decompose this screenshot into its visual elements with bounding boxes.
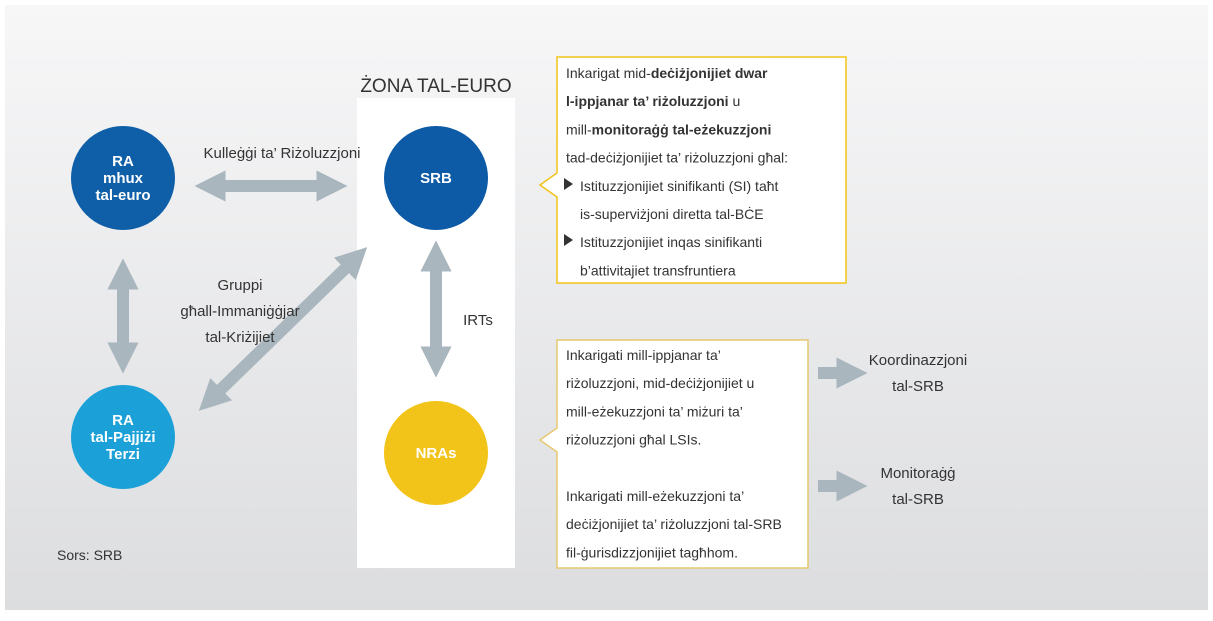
text-run: Inkarigat mid- [566,65,651,81]
callout-text: riżoluzzjoni, mid-deċiżjonijiet u [566,375,754,391]
text-run: mill- [566,121,592,137]
callout-box [538,339,809,569]
callout-text: mill-monitoraġġ tal-eżekuzzjoni [566,121,771,137]
node-label: NRAs [416,445,457,462]
arrow [198,247,368,411]
callout-text: l-ippjanar ta’ riżoluzzjoni u [566,93,740,109]
bullet [564,234,573,246]
bullet-text: is-superviżjoni diretta tal-BĊE [580,205,764,222]
node-label: tal-Pajjiżi [90,429,155,446]
callout-text: deċiżjonijiet ta’ riżoluzzjoni tal-SRB [566,516,782,532]
callout-text: riżoluzzjoni għal LSIs. [566,432,701,448]
text-run: l-ippjanar ta’ riżoluzzjoni [566,93,729,109]
node-label: mhux [103,170,144,187]
outcome-label: Monitoraġġ [880,465,955,482]
link-label: Gruppi [217,277,262,294]
text-run: deċiżjonijiet dwar [651,65,768,81]
bullet-text: Istituzzjonijiet inqas sinifikanti [580,234,762,250]
node [71,385,175,489]
text-run: tad-deċiżjonijiet ta’ riżoluzzjoni għal: [566,150,788,166]
link-label: Kulleġġi ta’ Riżoluzzjoni [203,145,360,162]
text-run: monitoraġġ tal-eżekuzzjoni [592,121,772,137]
node [384,401,488,505]
node [384,126,488,230]
bullet [564,178,573,190]
link-label: tal-Kriżijiet [205,329,275,346]
source: Sors: SRB [57,547,122,563]
callout-text: mill-eżekuzzjoni ta’ miżuri ta’ [566,403,743,419]
node-label: RA [112,153,134,170]
callout-box [538,56,847,284]
callout-text: Inkarigati mill-eżekuzzjoni ta’ [566,488,744,504]
arrows [107,170,868,502]
callout-text: tad-deċiżjonijiet ta’ riżoluzzjoni għal: [566,150,788,166]
node [71,126,175,230]
node-label: Terzi [106,446,140,463]
node-label: SRB [420,170,452,187]
bullet-text: Istituzzjonijiet sinifikanti (SI) taħt [580,178,779,194]
outcome-label: tal-SRB [892,491,944,508]
node-label: tal-euro [95,187,150,204]
node-label: RA [112,412,134,429]
text-run: u [729,93,741,109]
outcome-label: Koordinazzjoni [869,352,967,369]
link-label: għall-Immaniġġjar [180,303,299,320]
callout-text: fil-ġurisdizzjonijiet tagħhom. [566,544,738,560]
zone-label: ŻONA TAL-EURO [360,76,511,97]
callout-text: Inkarigati mill-ippjanar ta’ [566,347,721,363]
outcome-label: tal-SRB [892,378,944,395]
link-label: IRTs [463,312,493,329]
bullet-text: b’attivitajiet transfruntiera [580,262,736,278]
callout-text: Inkarigat mid-deċiżjonijiet dwar [566,65,768,81]
